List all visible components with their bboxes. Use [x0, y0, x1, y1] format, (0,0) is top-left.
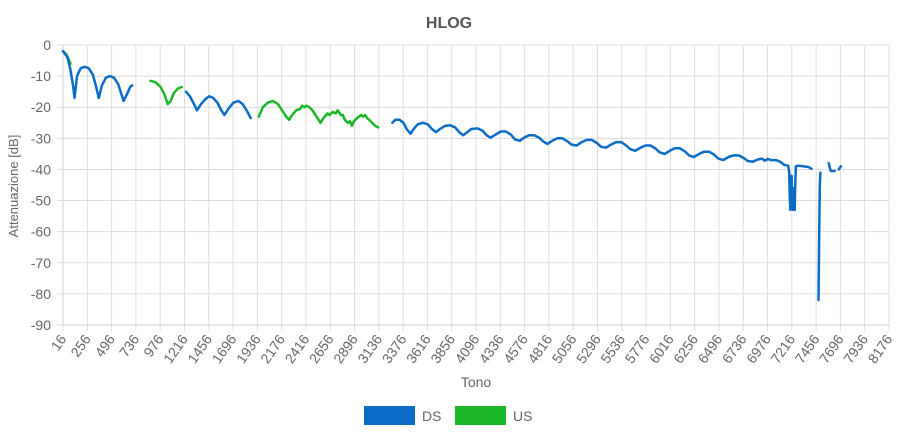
y-axis-label: Attenuazione [dB] [6, 135, 21, 238]
x-tick-label: 4576 [500, 331, 531, 366]
x-tick-label: 1696 [209, 331, 240, 366]
x-tick-label: 2656 [306, 331, 337, 366]
series-ds-line [61, 49, 134, 103]
series-ds-line [837, 165, 843, 171]
x-tick-label: 3856 [427, 331, 458, 366]
x-axis-label: Tono [461, 374, 492, 390]
y-tick-label: -30 [31, 130, 51, 146]
x-tick-label: 1216 [160, 331, 191, 366]
series-ds-line [391, 118, 813, 212]
y-tick-label: -90 [31, 317, 51, 333]
y-tick-label: -20 [31, 99, 51, 115]
legend-swatch-ds[interactable] [364, 406, 415, 425]
x-tick-label: 6256 [670, 331, 701, 366]
x-tick-label: 3136 [354, 331, 385, 366]
x-tick-label: 3376 [379, 331, 410, 366]
series-ds-line [184, 90, 252, 120]
y-tick-label: -40 [31, 161, 51, 177]
series-us-line [149, 79, 184, 106]
x-tick-label: 256 [67, 331, 94, 359]
series-ds-line [827, 161, 836, 173]
x-tick-label: 7456 [792, 331, 823, 366]
series-us-line [257, 99, 380, 129]
x-tick-label: 5776 [622, 331, 653, 366]
x-tick-label: 6496 [694, 331, 725, 366]
x-tick-label: 4096 [451, 331, 482, 366]
series-ds-line [817, 171, 822, 302]
x-tick-label: 7696 [816, 331, 847, 366]
x-axis-ticks: 1625649673697612161456169619362176241626… [47, 331, 895, 366]
x-tick-label: 5056 [549, 331, 580, 366]
x-tick-label: 2896 [330, 331, 361, 366]
y-tick-label: -60 [31, 224, 51, 240]
x-tick-label: 4336 [476, 331, 507, 366]
y-tick-label: -70 [31, 255, 51, 271]
legend-swatch-us[interactable] [455, 406, 506, 425]
chart-legend: DS US [364, 406, 532, 425]
y-tick-label: -50 [31, 193, 51, 209]
x-tick-label: 5296 [573, 331, 604, 366]
series-lines [61, 49, 843, 302]
x-tick-label: 6976 [743, 331, 774, 366]
chart-grid [57, 44, 890, 331]
legend-label-ds[interactable]: DS [422, 408, 441, 424]
y-tick-label: 0 [43, 37, 51, 53]
x-tick-label: 8176 [864, 331, 895, 366]
legend-label-us[interactable]: US [513, 408, 532, 424]
x-tick-label: 496 [92, 331, 119, 359]
y-axis-ticks: 0 -10 -20 -30 -40 -50 -60 -70 -80 -90 [31, 37, 51, 333]
x-tick-label: 2176 [257, 331, 288, 366]
x-tick-label: 1456 [184, 331, 215, 366]
x-tick-label: 6016 [646, 331, 677, 366]
y-tick-label: -80 [31, 286, 51, 302]
x-tick-label: 5536 [597, 331, 628, 366]
x-tick-label: 1936 [233, 331, 264, 366]
chart-title: HLOG [426, 15, 472, 32]
x-tick-label: 2416 [281, 331, 312, 366]
x-tick-label: 736 [116, 331, 143, 359]
y-tick-label: -10 [31, 68, 51, 84]
x-tick-label: 7216 [767, 331, 798, 366]
x-tick-label: 4816 [524, 331, 555, 366]
x-tick-label: 3616 [403, 331, 434, 366]
x-tick-label: 7936 [840, 331, 871, 366]
x-tick-label: 16 [47, 331, 69, 353]
x-tick-label: 6736 [719, 331, 750, 366]
